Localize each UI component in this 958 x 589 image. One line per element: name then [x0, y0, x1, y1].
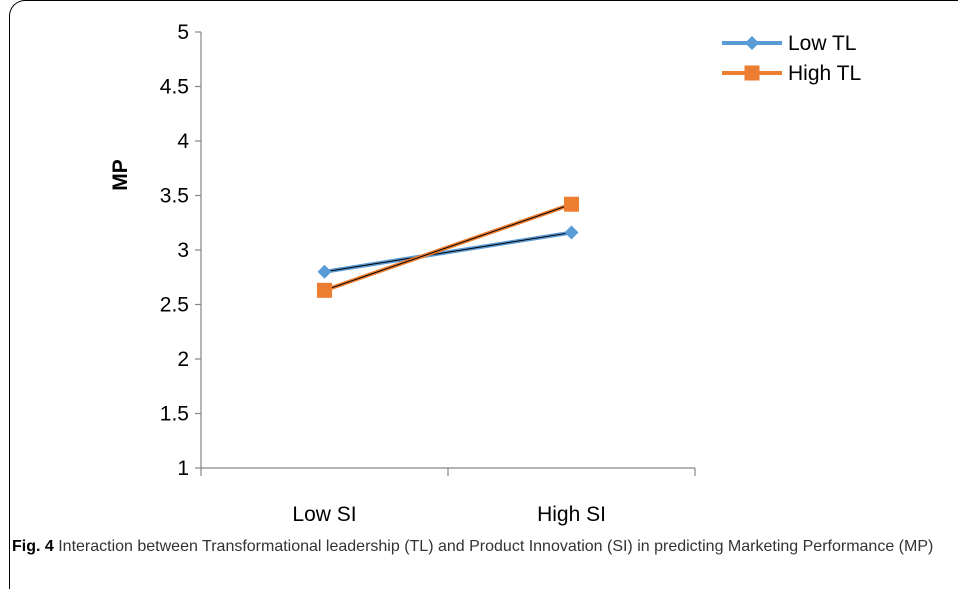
data-point-marker: [564, 225, 579, 240]
y-tick-label: 4: [177, 130, 189, 153]
legend-label: Low TL: [788, 32, 857, 55]
y-tick-label: 1: [177, 457, 189, 480]
y-tick-label: 2.5: [160, 294, 189, 317]
x-tick-label: Low SI: [292, 503, 356, 526]
series-low-tl: [317, 225, 579, 279]
series-line-overlay: [324, 203, 572, 291]
series-line-overlay: [324, 232, 572, 273]
legend-label: High TL: [788, 62, 861, 85]
caption-label: Fig. 4: [12, 538, 54, 555]
y-tick-label: 5: [177, 21, 189, 44]
y-axis-ticks: 1 1.5 2 2.5 3 3.5 4 4.5 5: [160, 21, 201, 480]
y-tick-label: 4.5: [160, 76, 189, 99]
legend: Low TL High TL: [722, 32, 861, 85]
y-tick-label: 3: [177, 239, 189, 262]
y-axis-title: MP: [109, 159, 132, 191]
figure-frame: [9, 0, 958, 589]
caption-text: Interaction between Transformational lea…: [53, 538, 934, 555]
legend-item: Low TL: [722, 32, 857, 55]
legend-marker: [745, 36, 759, 50]
figure-caption: Fig. 4 Interaction between Transformatio…: [12, 535, 942, 559]
data-point-marker: [317, 264, 332, 279]
y-tick-label: 2: [177, 348, 189, 371]
interaction-line-chart: 1 1.5 2 2.5 3 3.5 4 4.5 5 Low SI High SI MP Low T…: [109, 21, 861, 526]
x-tick-label: High SI: [537, 503, 606, 526]
legend-marker: [744, 65, 760, 81]
series-layer: [317, 196, 579, 298]
y-tick-label: 3.5: [160, 185, 189, 208]
y-tick-label: 1.5: [160, 403, 189, 426]
x-axis-ticks: Low SI High SI: [200, 468, 696, 526]
legend-item: High TL: [722, 62, 861, 85]
data-point-marker: [564, 196, 579, 212]
data-point-marker: [317, 282, 332, 298]
series-high-tl: [317, 196, 579, 298]
